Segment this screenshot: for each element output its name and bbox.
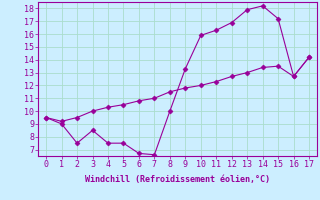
X-axis label: Windchill (Refroidissement éolien,°C): Windchill (Refroidissement éolien,°C): [85, 175, 270, 184]
